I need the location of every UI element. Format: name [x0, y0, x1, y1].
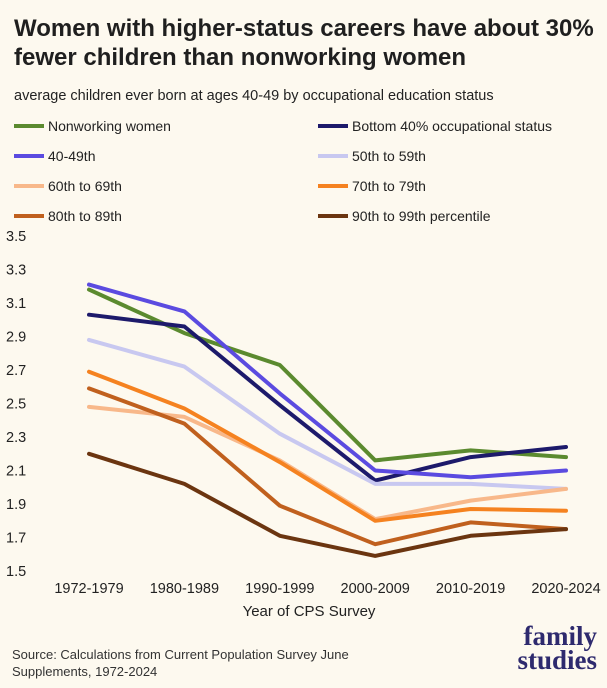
chart-subtitle: average children ever born at ages 40-49… [14, 88, 494, 104]
series-line-80th-to-89th [87, 386, 568, 547]
x-tick-label: 2020-2024 [531, 581, 600, 597]
legend-swatch [318, 214, 348, 218]
x-tick-label: 1990-1999 [245, 581, 314, 597]
legend-swatch [14, 184, 44, 188]
x-tick-label: 2000-2009 [341, 581, 410, 597]
x-axis-ticks: 1972-1979 1980-1989 1990-1999 2000-2009 2010… [54, 581, 600, 597]
legend-label: 90th to 99th percentile [352, 208, 491, 224]
x-tick-label: 1972-1979 [54, 581, 123, 597]
x-tick-label: 1980-1989 [150, 581, 219, 597]
legend-label: Nonworking women [48, 118, 171, 134]
series-line-70th-to-79th [87, 369, 568, 523]
legend-label: 50th to 59th [352, 148, 426, 164]
legend-item-nonworking-women: Nonworking women [14, 116, 171, 136]
legend-item-bottom-40-occupational-status: Bottom 40% occupational status [318, 116, 552, 136]
y-tick-label: 2.3 [6, 430, 26, 446]
y-tick-label: 3.1 [6, 296, 26, 312]
legend-item-70th-to-79th: 70th to 79th [318, 176, 426, 196]
series-line-nonworking-women [87, 287, 568, 463]
logo-line-2: studies [517, 645, 597, 675]
series-line-60th-to-69th [87, 404, 568, 522]
legend-label: 60th to 69th [48, 178, 122, 194]
legend-item-90th-to-99th-percentile: 90th to 99th percentile [318, 206, 491, 226]
legend-item-80th-to-89th: 80th to 89th [14, 206, 122, 226]
legend-label: 40-49th [48, 148, 96, 164]
chart-title: Women with higher-status careers have ab… [14, 15, 594, 71]
legend-item-50th-to-59th: 50th to 59th [318, 146, 426, 166]
legend-item-40-49th: 40-49th [14, 146, 95, 166]
x-axis-label: Year of CPS Survey [243, 603, 376, 620]
legend-swatch [14, 214, 44, 218]
legend-swatch [14, 124, 44, 128]
family-studies-logo: family studies [487, 621, 598, 675]
series-line-90th-to-99th-percentile [87, 451, 568, 558]
y-tick-label: 3.3 [6, 263, 26, 279]
y-tick-label: 2.5 [6, 397, 26, 413]
series-lines [87, 282, 568, 558]
legend-label: Bottom 40% occupational status [352, 118, 553, 134]
y-tick-label: 3.5 [6, 229, 26, 245]
chart-legend: Nonworking women Bottom 40% occupational … [0, 114, 607, 234]
y-tick-label: 1.9 [6, 497, 26, 513]
y-tick-label: 1.5 [6, 564, 26, 580]
logo-line-1: family [523, 621, 598, 651]
series-line-50th-to-59th [87, 337, 568, 491]
legend-item-60th-to-69th: 60th to 69th [14, 176, 122, 196]
series-line-bottom-40-occupational-status [87, 312, 568, 483]
y-tick-label: 1.7 [6, 531, 26, 547]
legend-swatch [318, 124, 348, 128]
y-tick-label: 2.1 [6, 464, 26, 480]
y-tick-label: 2.7 [6, 363, 26, 379]
series-line-40-49th [87, 282, 568, 480]
legend-swatch [318, 154, 348, 158]
legend-swatch [14, 154, 44, 158]
legend-swatch [318, 184, 348, 188]
source-note: Source: Calculations from Current Popula… [12, 647, 349, 679]
x-tick-label: 2010-2019 [436, 581, 505, 597]
y-axis-ticks: 3.5 3.3 3.1 2.9 2.7 2.5 2.3 2.1 1.9 1.7 1.5 [6, 229, 26, 580]
y-tick-label: 2.9 [6, 330, 26, 346]
legend-label: 70th to 79th [352, 178, 426, 194]
legend-label: 80th to 89th [48, 208, 122, 224]
